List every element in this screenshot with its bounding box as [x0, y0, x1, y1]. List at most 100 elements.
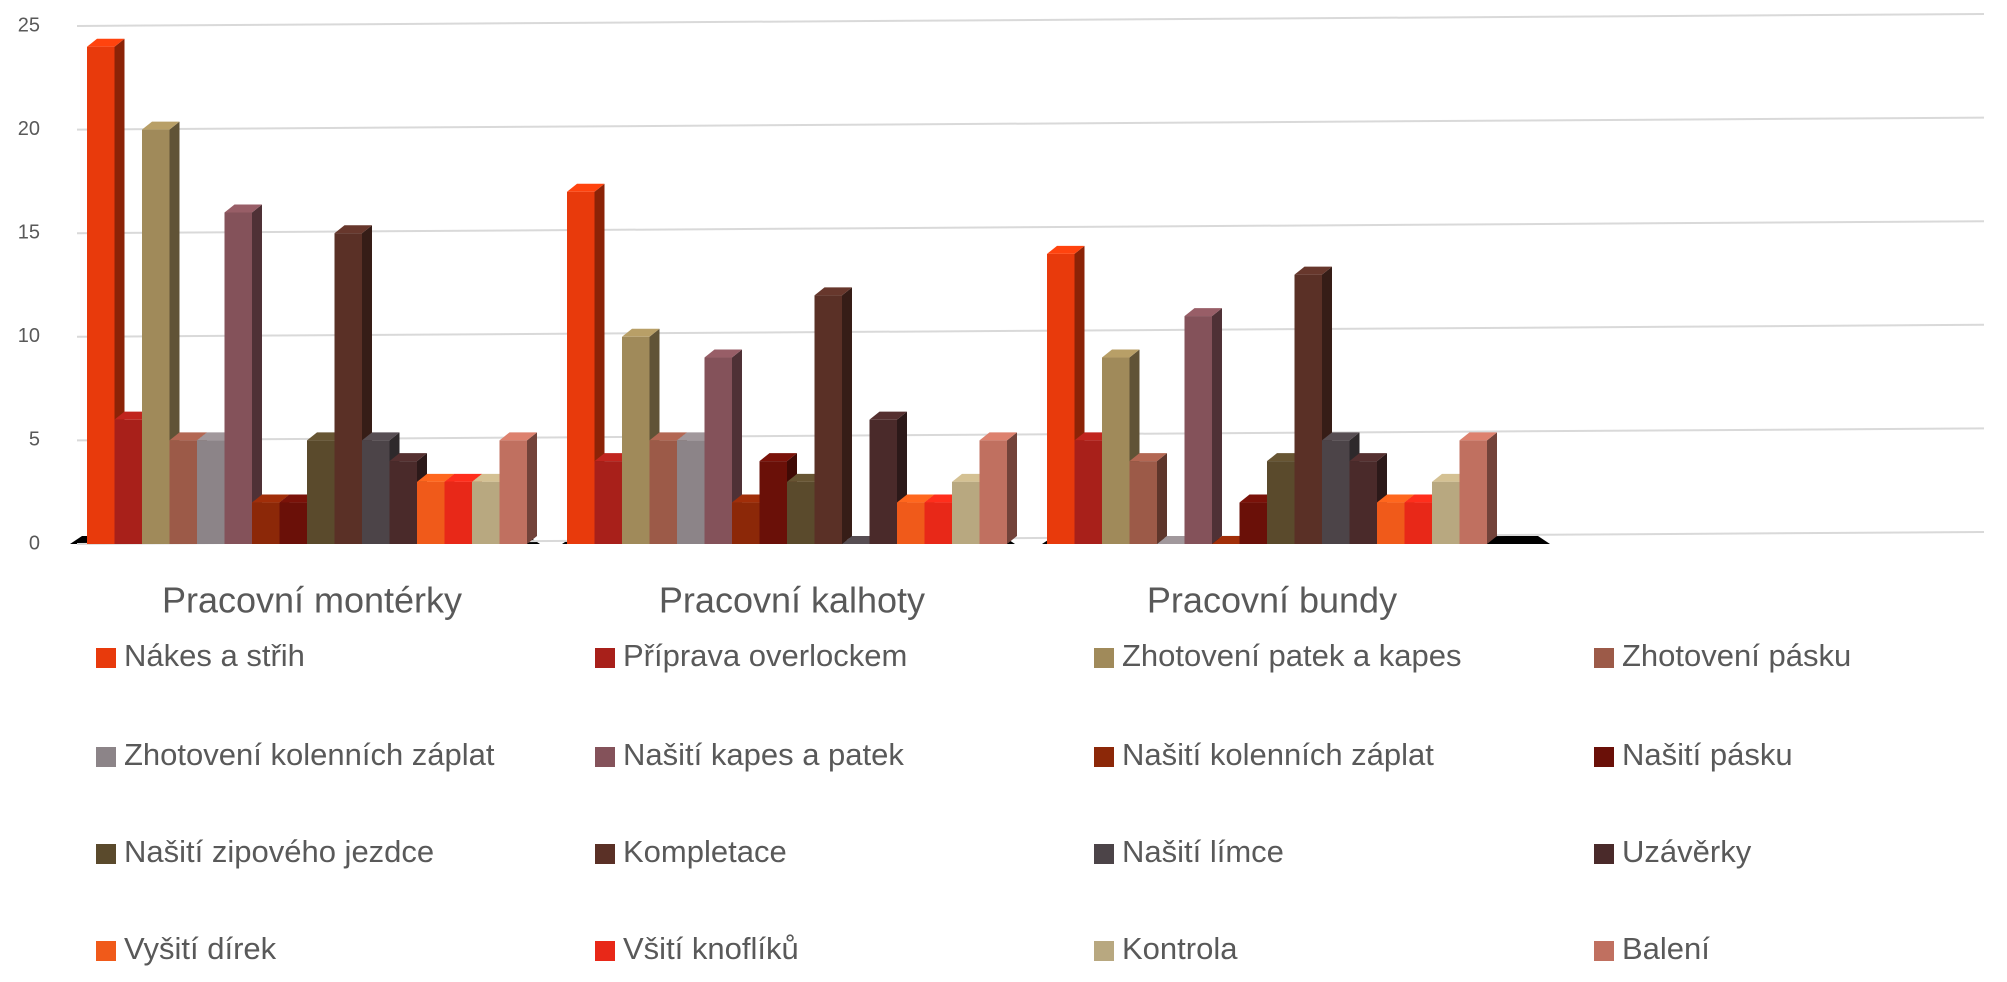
grid-line [76, 220, 1985, 235]
bar-top [1129, 453, 1167, 462]
legend-swatch [1594, 941, 1614, 961]
legend-swatch [1594, 844, 1614, 864]
bar-side [732, 349, 742, 544]
bar-top [897, 494, 935, 503]
bar-front [499, 440, 527, 544]
bar-front [567, 191, 595, 544]
bar-top [1377, 494, 1415, 503]
legend-label: Kompletace [623, 834, 787, 869]
bar-side [1212, 308, 1222, 544]
x-tick-label: Pracovní montérky [162, 580, 462, 621]
bar [224, 204, 262, 545]
bar-side [594, 183, 605, 544]
bar-front [252, 502, 280, 544]
bar-front [197, 440, 225, 544]
bar-top [87, 38, 125, 47]
bar-front [1074, 440, 1102, 544]
bar-front [444, 481, 472, 544]
bar-front [649, 440, 677, 544]
bar-top [1322, 432, 1360, 441]
y-tick-label: 0 [29, 532, 40, 554]
bar-front [594, 461, 622, 544]
bar-top [649, 432, 687, 441]
bar-front [1459, 440, 1487, 544]
bar-top [759, 453, 797, 462]
bar-front [307, 440, 335, 544]
bar [979, 432, 1017, 544]
bar [1459, 432, 1497, 544]
bar-front [952, 481, 980, 544]
y-tick-label: 25 [18, 14, 40, 36]
bar-top [622, 328, 660, 337]
bar [704, 349, 742, 544]
legend-label: Našití límce [1122, 834, 1284, 869]
y-tick-label: 20 [18, 118, 40, 140]
legend-swatch [1094, 941, 1114, 961]
bar-top [1102, 349, 1140, 358]
bar-top [1047, 245, 1085, 254]
bar-top [362, 432, 400, 441]
legend-swatch [1094, 747, 1114, 767]
bar [499, 432, 537, 544]
bar-front [1404, 502, 1432, 544]
y-tick-label: 10 [18, 325, 40, 347]
legend-label: Nákes a střih [124, 638, 305, 673]
bar-front [677, 440, 705, 544]
bar-front [1102, 357, 1130, 544]
bar-front [924, 502, 952, 544]
legend-swatch [1094, 844, 1114, 864]
x-tick-label: Pracovní bundy [1147, 580, 1397, 621]
bar-top [979, 432, 1017, 441]
legend-label: Našití zipového jezdce [124, 834, 434, 869]
bar-front [114, 419, 142, 544]
legend-label: Vyšití dírek [124, 931, 277, 966]
legend-swatch [1094, 648, 1114, 668]
bar-front [1129, 461, 1157, 544]
bar-front [979, 440, 1007, 544]
legend-label: Kontrola [1122, 931, 1238, 966]
bar-top [869, 411, 907, 420]
bar-top [1294, 266, 1332, 275]
legend-label: Zhotovení kolenních záplat [124, 737, 495, 772]
bar-front [622, 336, 650, 544]
bar-front [1322, 440, 1350, 544]
bar-front [224, 212, 252, 545]
legend-label: Našití kapes a patek [623, 737, 904, 772]
bar-front [704, 357, 732, 544]
bar-front [279, 502, 307, 544]
bar-top [499, 432, 537, 441]
bar-front [1377, 502, 1405, 544]
legend-label: Našití kolenních záplat [1122, 737, 1434, 772]
bar-top [704, 349, 742, 358]
bar-top [169, 432, 207, 441]
legend-swatch [595, 648, 615, 668]
grid-line [76, 116, 1985, 131]
bar-side [527, 432, 537, 544]
legend-swatch [1594, 648, 1614, 668]
bar-front [417, 481, 445, 544]
bar [389, 453, 427, 544]
bar [814, 287, 852, 544]
bar-front [334, 233, 362, 544]
legend-swatch [96, 648, 116, 668]
bar-top [814, 287, 852, 296]
bar-front [169, 440, 197, 544]
bar-front [389, 461, 417, 544]
bar-front [787, 481, 815, 544]
y-tick-label: 5 [29, 429, 40, 451]
bar-side [1157, 453, 1167, 544]
bar-front [362, 440, 390, 544]
legend-label: Našití pásku [1622, 737, 1793, 772]
bar-front [1047, 253, 1075, 545]
bar-front [759, 461, 787, 544]
bar-top [389, 453, 427, 462]
bar-front [1239, 502, 1267, 544]
bar-front [869, 419, 897, 544]
bar-top [142, 121, 180, 130]
bar [1184, 308, 1222, 544]
x-tick-label: Pracovní kalhoty [659, 580, 925, 621]
legend-label: Uzávěrky [1622, 834, 1752, 869]
bar-front [1294, 274, 1322, 544]
legend-label: Všití knoflíků [623, 931, 799, 966]
